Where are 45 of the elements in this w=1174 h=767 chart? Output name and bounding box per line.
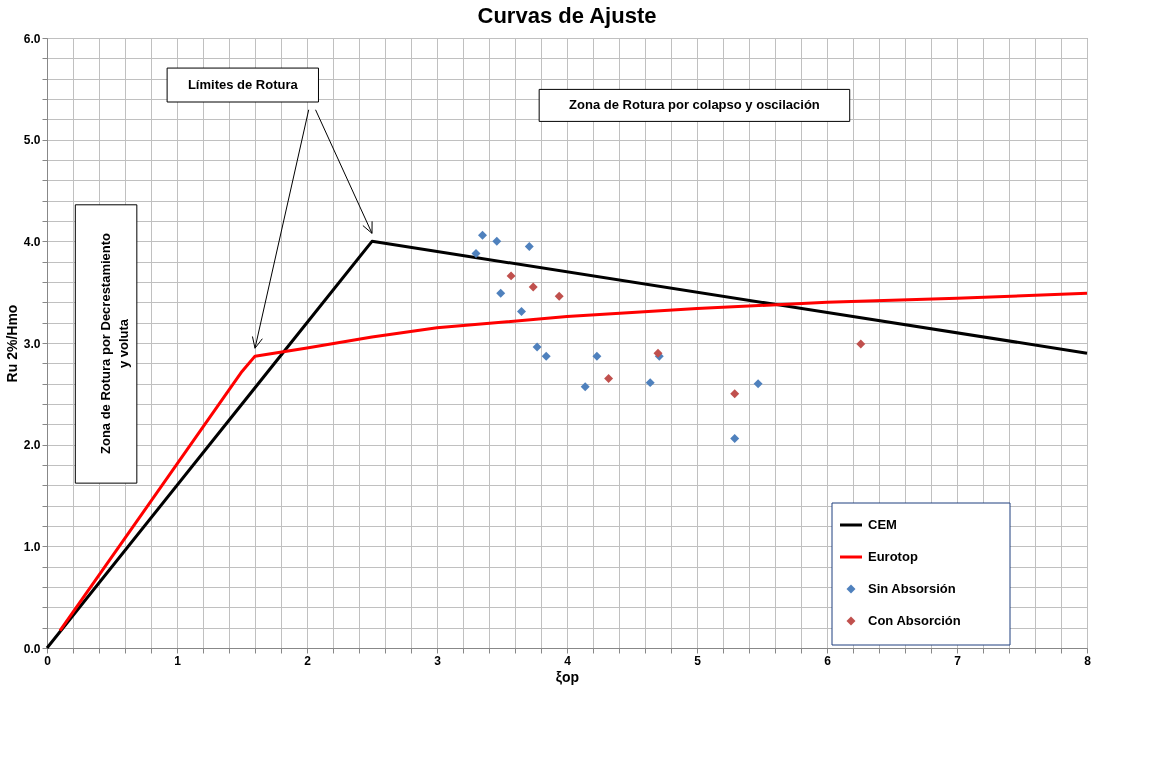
- x-tick-label: 7: [954, 653, 962, 668]
- annotation: Zona de Rotura por colapso y oscilación: [569, 97, 820, 113]
- point: [517, 307, 526, 316]
- point: [580, 382, 590, 392]
- x-tick-label: 5: [694, 653, 702, 668]
- x-tick-label: 2: [304, 653, 312, 668]
- point: [730, 434, 740, 444]
- point: [592, 351, 602, 361]
- y-tick-label: 0.0: [23, 641, 41, 656]
- x-tick-label: 0: [44, 653, 52, 668]
- x-tick-label: 3: [434, 653, 442, 668]
- point: [554, 291, 564, 301]
- annotation: Límites de Rotura: [187, 77, 299, 93]
- y-axis-title: Ru 2%/Hmo: [3, 304, 20, 383]
- y-tick-label: 1.0: [23, 539, 41, 554]
- legend-label: Sin Absorsión: [868, 581, 956, 596]
- y-tick-label: 3.0: [23, 336, 41, 351]
- point: [645, 378, 655, 388]
- point: [478, 230, 487, 240]
- point: [541, 351, 551, 361]
- annotation: Zona de Rotura por Decrestamiento y voluta: [97, 232, 131, 455]
- point: [856, 339, 866, 349]
- x-tick-label: 8: [1084, 653, 1092, 668]
- y-tick-label: 4.0: [23, 234, 41, 249]
- legend-label: Con Absorción: [868, 613, 961, 628]
- point: [471, 249, 481, 259]
- y-tick-label: 6.0: [23, 31, 41, 46]
- chart-title: Curvas de Ajuste: [477, 3, 657, 28]
- legend-label: CEM: [868, 517, 897, 532]
- point: [492, 236, 502, 246]
- y-tick-label: 2.0: [23, 438, 41, 453]
- point: [604, 374, 614, 384]
- point: [496, 288, 506, 298]
- point: [524, 241, 534, 251]
- legend-label: Eurotop: [868, 549, 918, 564]
- x-tick-label: 1: [174, 653, 182, 668]
- x-tick-label: 4: [564, 653, 572, 668]
- x-axis-title: ξop: [555, 668, 580, 685]
- point: [528, 282, 538, 292]
- point: [532, 342, 542, 352]
- point: [753, 379, 763, 389]
- y-tick-label: 5.0: [23, 133, 41, 148]
- point: [730, 389, 740, 399]
- x-tick-label: 6: [824, 653, 832, 668]
- point: [506, 271, 516, 281]
